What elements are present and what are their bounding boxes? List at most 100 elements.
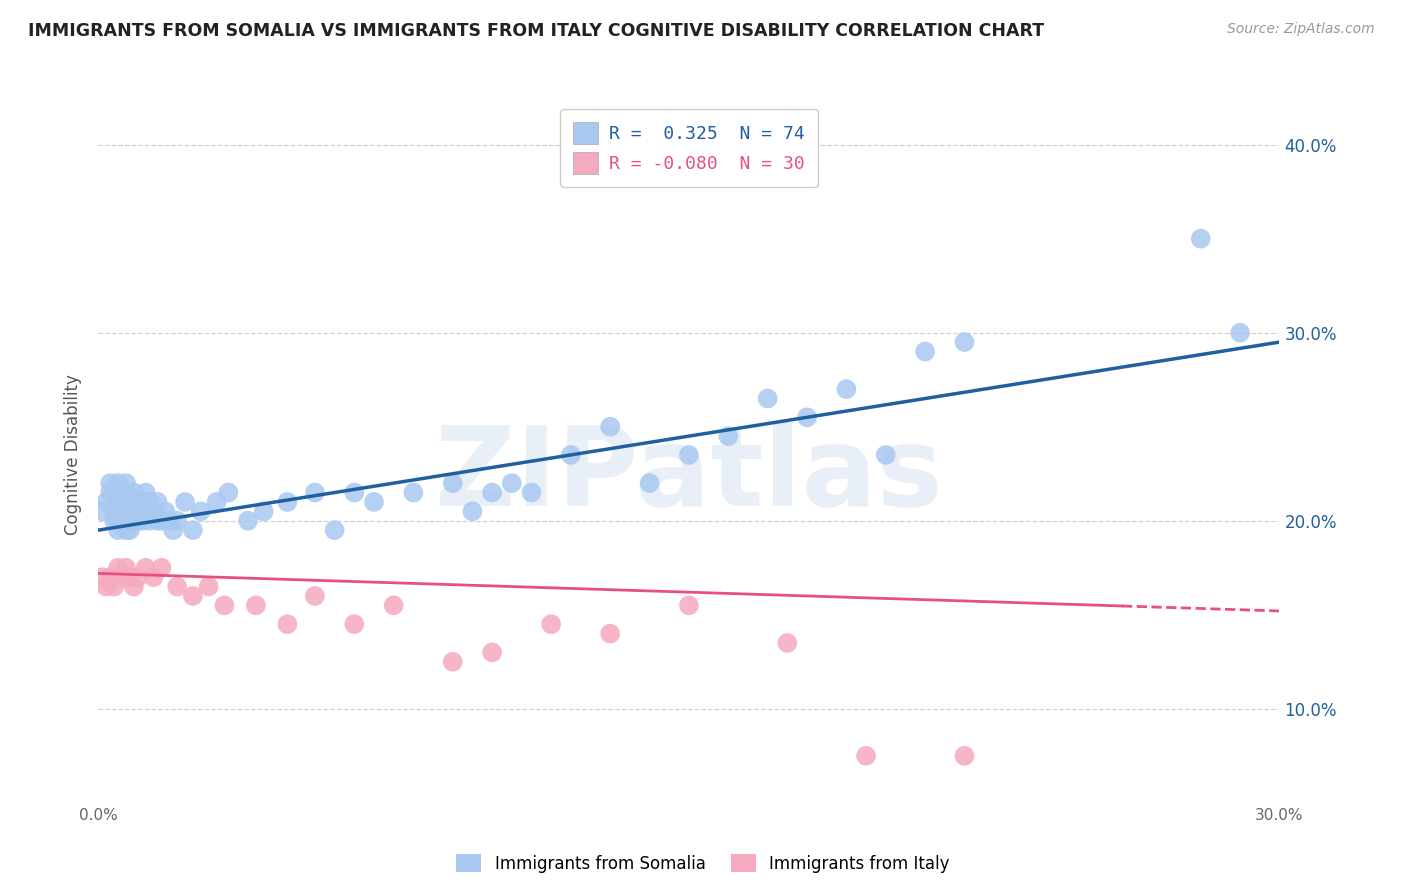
Point [756, 392, 779, 406]
Point [115, 485, 138, 500]
Point [107, 476, 129, 491]
Point [914, 344, 936, 359]
Point [953, 748, 976, 763]
Point [127, 514, 149, 528]
Point [135, 485, 157, 500]
Point [343, 617, 366, 632]
Point [190, 504, 212, 518]
Point [441, 655, 464, 669]
Point [135, 560, 157, 574]
Point [146, 514, 169, 528]
Point [131, 495, 153, 509]
Point [150, 514, 173, 528]
Point [162, 523, 184, 537]
Point [127, 570, 149, 584]
Point [111, 485, 134, 500]
Point [520, 485, 543, 500]
Point [103, 485, 125, 500]
Point [214, 599, 236, 613]
Point [540, 617, 562, 632]
Point [127, 495, 149, 509]
Point [122, 485, 145, 500]
Point [174, 495, 197, 509]
Point [118, 570, 141, 584]
Point [98, 485, 121, 500]
Point [150, 560, 173, 574]
Point [118, 514, 141, 528]
Point [135, 504, 157, 518]
Point [323, 523, 346, 537]
Point [678, 448, 700, 462]
Point [599, 626, 621, 640]
Point [115, 504, 138, 518]
Point [157, 514, 180, 528]
Point [115, 560, 138, 574]
Point [501, 476, 523, 491]
Point [107, 514, 129, 528]
Point [91, 504, 114, 518]
Point [796, 410, 818, 425]
Point [953, 335, 976, 350]
Point [276, 495, 298, 509]
Y-axis label: Cognitive Disability: Cognitive Disability [65, 375, 83, 535]
Point [91, 570, 114, 584]
Point [98, 570, 121, 584]
Point [103, 504, 125, 518]
Point [481, 485, 503, 500]
Point [96, 580, 118, 594]
Text: IMMIGRANTS FROM SOMALIA VS IMMIGRANTS FROM ITALY COGNITIVE DISABILITY CORRELATIO: IMMIGRANTS FROM SOMALIA VS IMMIGRANTS FR… [28, 22, 1045, 40]
Point [111, 570, 134, 584]
Point [304, 589, 326, 603]
Point [304, 485, 326, 500]
Point [98, 476, 121, 491]
Legend: Immigrants from Somalia, Immigrants from Italy: Immigrants from Somalia, Immigrants from… [450, 847, 956, 880]
Point [118, 523, 141, 537]
Point [166, 580, 188, 594]
Point [111, 504, 134, 518]
Point [363, 495, 385, 509]
Text: Source: ZipAtlas.com: Source: ZipAtlas.com [1227, 22, 1375, 37]
Point [835, 382, 858, 396]
Point [118, 504, 141, 518]
Point [560, 448, 582, 462]
Point [245, 599, 267, 613]
Point [115, 514, 138, 528]
Point [638, 476, 661, 491]
Point [875, 448, 897, 462]
Point [402, 485, 425, 500]
Point [131, 514, 153, 528]
Point [441, 476, 464, 491]
Point [197, 580, 219, 594]
Point [111, 514, 134, 528]
Point [343, 485, 366, 500]
Point [678, 599, 700, 613]
Point [155, 504, 177, 518]
Point [276, 617, 298, 632]
Point [146, 495, 169, 509]
Point [382, 599, 405, 613]
Point [1229, 326, 1251, 340]
Point [181, 589, 204, 603]
Point [205, 495, 228, 509]
Point [107, 560, 129, 574]
Point [142, 504, 165, 518]
Point [96, 495, 118, 509]
Point [118, 495, 141, 509]
Point [122, 514, 145, 528]
Point [122, 504, 145, 518]
Legend: R =  0.325  N = 74, R = -0.080  N = 30: R = 0.325 N = 74, R = -0.080 N = 30 [561, 109, 817, 186]
Point [127, 504, 149, 518]
Point [115, 476, 138, 491]
Point [142, 570, 165, 584]
Point [122, 580, 145, 594]
Point [217, 485, 239, 500]
Point [138, 495, 160, 509]
Point [107, 523, 129, 537]
Point [776, 636, 799, 650]
Point [107, 495, 129, 509]
Point [166, 514, 188, 528]
Point [138, 514, 160, 528]
Point [115, 523, 138, 537]
Point [103, 580, 125, 594]
Point [461, 504, 484, 518]
